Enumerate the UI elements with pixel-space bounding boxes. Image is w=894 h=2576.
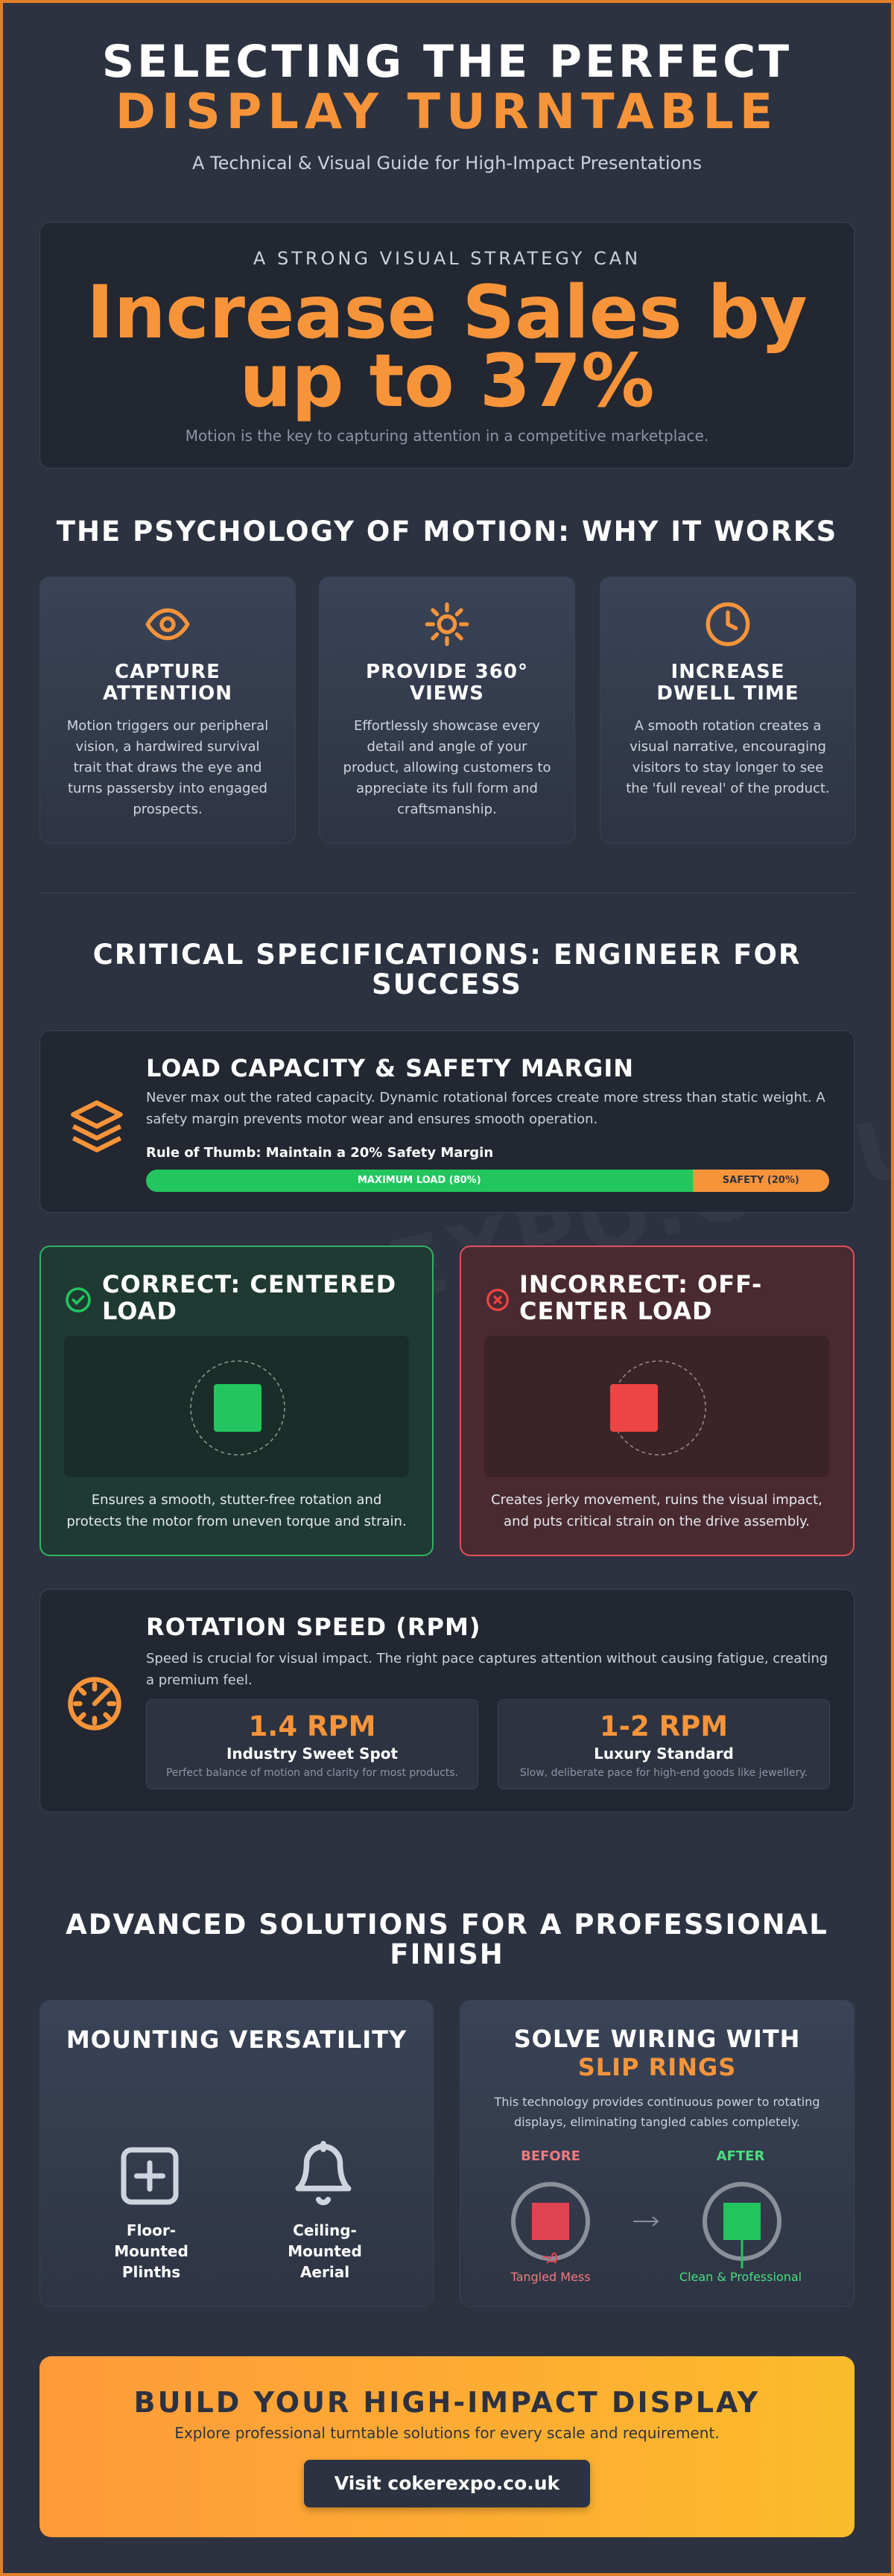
benefit-card [319, 577, 575, 843]
speed-icon [68, 1677, 121, 1730]
benefit-title: PROVIDE 360° VIEWS [366, 661, 528, 705]
after-visual [703, 2182, 782, 2268]
cta-title: BUILD YOUR HIGH-IMPACT DISPLAY [133, 2386, 761, 2419]
floor-icon [121, 2147, 179, 2205]
after-caption: Clean & Professional [679, 2270, 802, 2284]
load-rule: Rule of Thumb: Maintain a 20% Safety Mar… [146, 1145, 494, 1161]
rpm-note: Slow, deliberate pace for high-end goods… [519, 1767, 808, 1779]
load-text: Never max out the rated capacity. Dynami… [146, 1090, 825, 1127]
cta-text: Explore professional turntable solutions… [174, 2424, 720, 2442]
arrow-icon [633, 2216, 659, 2227]
rpm-option [146, 1699, 478, 1789]
section-heading: CRITICAL SPECIFICATIONS: ENGINEER FOR SU… [92, 939, 802, 1000]
benefit-text: Effortlessly showcase every detail and a… [343, 718, 551, 817]
x-icon [486, 1289, 509, 1311]
rpm-title: ROTATION SPEED (RPM) [146, 1613, 481, 1641]
hero-caption: Motion is the key to capturing attention… [185, 427, 709, 445]
wiring-title: SOLVE WIRING WITH SLIP RINGS [495, 2025, 820, 2081]
benefit-icon [145, 608, 190, 641]
rpm-option [498, 1699, 830, 1789]
cta-box [39, 2356, 855, 2537]
check-icon [66, 1287, 91, 1313]
subtitle: A Technical & Visual Guide for High-Impa… [192, 153, 702, 174]
benefit-icon [425, 602, 469, 647]
benefit-text: Motion triggers our peripheral vision, a… [66, 718, 269, 817]
load-segment: SAFETY (20%) [692, 1170, 829, 1192]
title-line-2: DISPLAY TURNTABLE [115, 84, 779, 140]
rpm-value: 1-2 RPM [599, 1710, 729, 1742]
mounting-label: Ceiling-Mounted Aerial [288, 2221, 362, 2281]
rpm-value: 1.4 RPM [248, 1710, 376, 1742]
incorrect-title: INCORRECT: OFF-CENTER LOAD [519, 1270, 763, 1325]
rpm-text: Speed is crucial for visual impact. The … [146, 1651, 828, 1688]
before-visual [511, 2182, 590, 2264]
wiring-text: This technology provides continuous powe… [494, 2095, 820, 2129]
title-line-1: SELECTING THE PERFECT [101, 36, 793, 88]
section-heading: THE PSYCHOLOGY OF MOTION: WHY IT WORKS [56, 515, 838, 548]
section-heading: ADVANCED SOLUTIONS FOR A PROFESSIONAL FI… [66, 1909, 828, 1970]
layers-icon [71, 1100, 123, 1152]
mounting-label: Floor-Mounted Plinths [114, 2221, 188, 2281]
before-label: BEFORE [521, 2148, 580, 2164]
correct-title: CORRECT: CENTERED LOAD [102, 1270, 397, 1325]
after-label: AFTER [716, 2148, 765, 2164]
wiring-card [460, 2000, 855, 2307]
incorrect-text: Creates jerky movement, ruins the visual… [491, 1492, 822, 1529]
benefit-title: INCREASE DWELL TIME [656, 661, 799, 705]
correct-text: Ensures a smooth, stutter-free rotation … [66, 1492, 407, 1529]
wiring-title-prefix: SOLVE WIRING WITH [513, 2025, 801, 2053]
load-title: LOAD CAPACITY & SAFETY MARGIN [146, 1054, 635, 1082]
hero-headline: Increase Sales by [86, 270, 808, 355]
benefit-title: CAPTURE ATTENTION [103, 661, 232, 705]
turntable-incorrect [610, 1360, 706, 1456]
rpm-label: Industry Sweet Spot [226, 1745, 399, 1763]
mounting-card [39, 2000, 434, 2307]
before-caption: Tangled Mess [510, 2270, 591, 2284]
load-bar: MAXIMUM LOAD (80%) SAFETY (20%) [146, 1170, 829, 1192]
hero-kicker: A STRONG VISUAL STRATEGY CAN [253, 248, 641, 269]
turntable-correct [190, 1360, 285, 1456]
benefit-card [39, 577, 296, 843]
rpm-note: Perfect balance of motion and clarity fo… [165, 1767, 459, 1779]
benefit-card [600, 577, 856, 843]
rpm-label: Luxury Standard [594, 1745, 734, 1763]
load-segment: MAXIMUM LOAD (80%) [146, 1170, 693, 1192]
mounting-title: MOUNTING VERSATILITY [66, 2025, 408, 2054]
wiring-title-highlight: SLIP RINGS [577, 2053, 737, 2081]
ceiling-icon [295, 2141, 352, 2206]
cta-button[interactable]: Visit cokerexpo.co.uk [304, 2460, 590, 2507]
hero-box [39, 222, 855, 469]
benefit-text: A smooth rotation creates a visual narra… [626, 718, 830, 796]
divider [39, 892, 855, 893]
benefit-icon [706, 602, 750, 647]
hero-headline: up to 37% [239, 339, 655, 424]
